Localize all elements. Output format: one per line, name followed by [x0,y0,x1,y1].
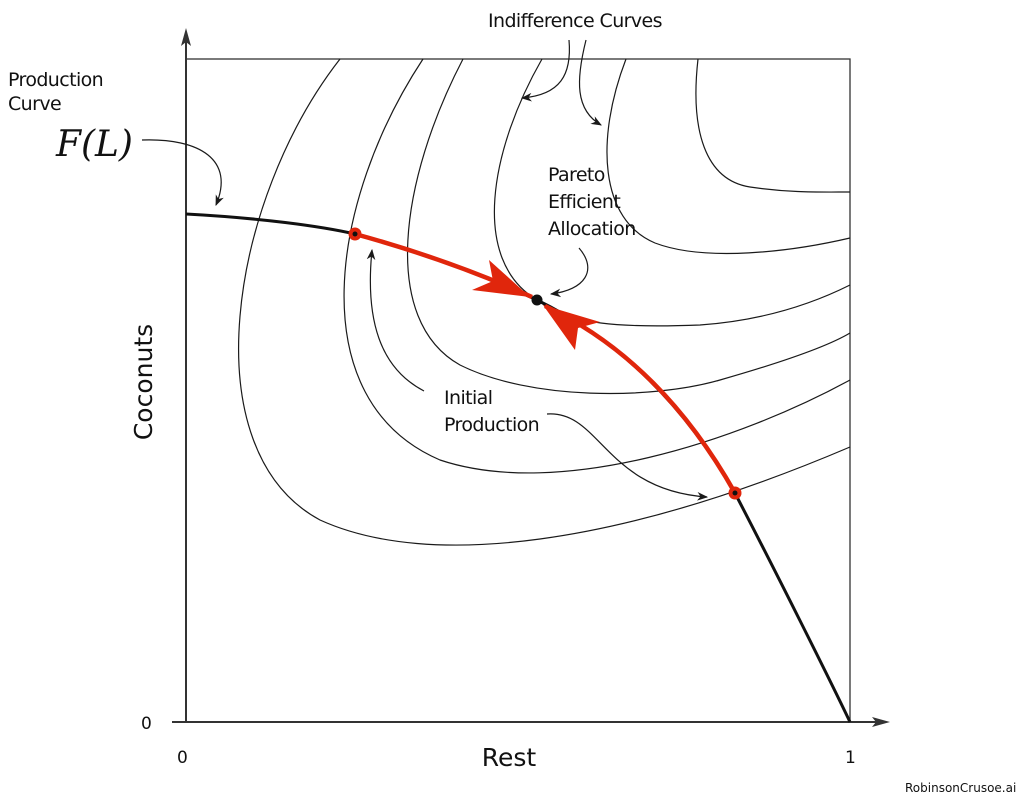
initial-production-label-1: Initial [444,387,492,409]
initial-arrow-right [546,413,709,501]
indifference-curve-6 [695,58,851,193]
indifference-curve-2 [343,58,851,474]
initial-production-label-2: Production [444,414,539,436]
y-axis-label: Coconuts [129,324,158,440]
x-max-tick: 1 [845,748,856,768]
indifference-arrow-1 [520,39,571,102]
production-curve-label-2: Curve [8,93,61,115]
pareto-arrow [549,247,589,298]
initial-point-right-center [732,490,738,496]
initial-point-left-center [352,231,358,237]
pareto-point [531,294,543,306]
pareto-label-3: Allocation [548,218,636,240]
x-axis-label: Rest [482,743,537,772]
x-axis-arrow-icon [872,717,890,727]
production-curve-label-1: Production [8,69,103,91]
pareto-label-2: Efficient [548,191,620,213]
function-label: F(L) [55,124,133,165]
indifference-curve-1 [238,58,851,546]
x-origin-tick: 0 [177,748,188,768]
pareto-label-1: Pareto [548,164,605,186]
indifference-arrow-2 [578,39,602,126]
plot-box [185,58,851,723]
watermark: RobinsonCrusoe.ai [905,781,1016,795]
arrowhead-right-icon [543,305,600,350]
indifference-curve-3 [406,58,851,395]
arrowhead-left-icon [472,260,530,297]
y-origin-tick: 0 [141,714,152,734]
indifference-curve-5 [606,58,851,255]
indifference-curves-label: Indifference Curves [488,10,662,32]
initial-arrow-left [366,248,425,392]
y-axis-arrow-icon [181,28,191,46]
function-arrow [141,139,224,206]
